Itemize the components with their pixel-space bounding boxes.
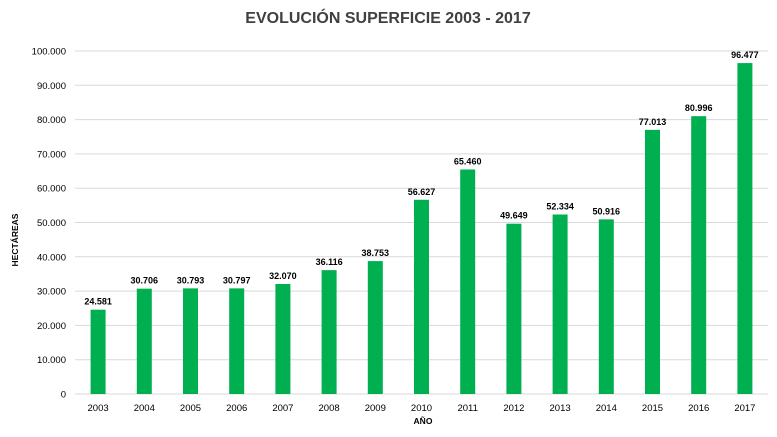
bars	[90, 63, 753, 395]
data-label-2017: 96.477	[731, 50, 759, 60]
y-tick-label: 30.000	[37, 287, 66, 298]
y-axis-ticks: 0 10.000 20.000 30.000 40.000 50.000 60.000 70.…	[32, 47, 66, 401]
data-label-2015: 77.013	[639, 117, 667, 127]
x-tick-label-2016: 2016	[688, 403, 709, 414]
bar-2009	[367, 261, 383, 394]
bar-2016	[691, 116, 707, 395]
data-label-2013: 52.334	[546, 201, 574, 211]
bar-2003	[90, 309, 106, 394]
data-label-2007: 32.070	[269, 271, 297, 281]
bar-2008	[321, 270, 337, 394]
y-axis-title: HECTÁREAS	[10, 213, 20, 266]
bar-2015	[645, 129, 660, 395]
bar-2006	[229, 288, 245, 394]
bar-2014	[598, 219, 614, 394]
y-tick-label: 20.000	[37, 321, 66, 332]
y-tick-label: 100.000	[32, 47, 66, 58]
y-tick-label: 70.000	[37, 149, 66, 160]
bar-2007	[275, 283, 291, 394]
data-label-2004: 30.706	[131, 276, 159, 286]
x-tick-label-2007: 2007	[272, 403, 293, 414]
x-tick-label-2010: 2010	[411, 403, 432, 414]
x-axis-ticks: 2003 2004 2005 2006 2007 2008 2009 2010 2011 2012…	[88, 403, 756, 414]
data-label-2016: 80.996	[685, 103, 713, 113]
x-tick-label-2017: 2017	[734, 403, 755, 414]
x-tick-label-2014: 2014	[596, 403, 617, 414]
bar-2010	[414, 199, 429, 394]
data-label-2003: 24.581	[84, 297, 112, 307]
x-tick-label-2011: 2011	[457, 403, 477, 414]
bar-2004	[136, 288, 152, 394]
data-label-2005: 30.793	[177, 275, 205, 285]
data-label-2008: 36.116	[316, 257, 343, 267]
y-tick-label: 10.000	[37, 355, 66, 366]
y-tick-label: 40.000	[37, 252, 66, 263]
bar-2017	[737, 63, 753, 394]
y-tick-label: 90.000	[37, 81, 66, 92]
bar-2013	[552, 214, 568, 394]
data-label-2006: 30.797	[223, 275, 251, 285]
y-tick-label: 50.000	[37, 218, 66, 229]
data-label-2014: 50.916	[593, 206, 621, 216]
data-label-2009: 38.753	[362, 248, 390, 258]
y-tick-label: 80.000	[37, 115, 66, 126]
data-labels: 24.581 30.706 30.793 30.797 32.070 36.116 38.7…	[84, 50, 758, 307]
x-tick-label-2005: 2005	[180, 403, 201, 414]
x-tick-label-2012: 2012	[503, 403, 524, 414]
data-label-2010: 56.627	[408, 187, 436, 197]
x-tick-label-2009: 2009	[365, 403, 386, 414]
x-tick-label-2013: 2013	[550, 403, 571, 414]
y-tick-label: 60.000	[37, 184, 66, 195]
x-tick-label-2015: 2015	[642, 403, 663, 414]
bar-2012	[506, 223, 522, 394]
chart-title: EVOLUCIÓN SUPERFICIE 2003 - 2017	[245, 8, 531, 27]
bar-2011	[460, 169, 476, 394]
x-tick-label-2003: 2003	[88, 403, 109, 414]
x-tick-label-2008: 2008	[319, 403, 340, 414]
bar-2005	[183, 288, 198, 394]
x-tick-label-2004: 2004	[134, 403, 155, 414]
x-tick-label-2006: 2006	[226, 403, 247, 414]
x-axis-title: AÑO	[414, 416, 433, 426]
data-label-2012: 49.649	[500, 211, 528, 221]
y-tick-label: 0	[61, 390, 66, 401]
data-label-2011: 65.460	[454, 156, 482, 166]
